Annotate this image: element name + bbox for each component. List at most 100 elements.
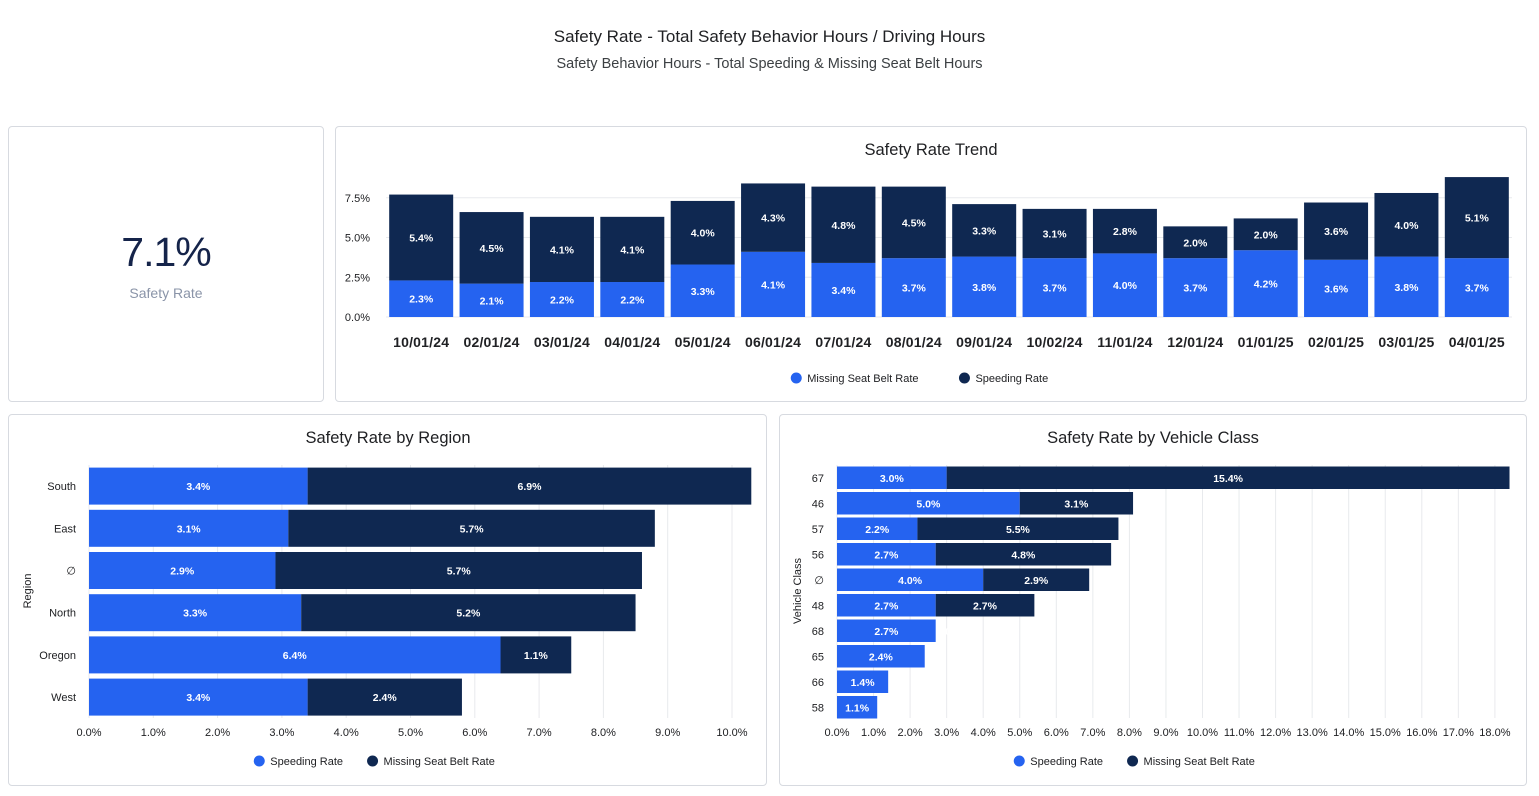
bar-speeding-rate[interactable] xyxy=(389,194,454,281)
y-tick-label: 57 xyxy=(812,524,824,536)
y-tick-label: 68 xyxy=(812,626,824,638)
safety-rate-by-vehicle-class-chart[interactable]: Safety Rate by Vehicle Class Vehicle Cla… xyxy=(780,415,1526,785)
legend-label[interactable]: Missing Seat Belt Rate xyxy=(807,373,918,385)
bar-speeding-rate[interactable] xyxy=(837,696,878,719)
bar-speeding-rate[interactable] xyxy=(837,517,918,541)
bar-speeding-rate[interactable] xyxy=(670,200,735,265)
safety-rate-by-vehicle-class-card[interactable]: Safety Rate by Vehicle Class Vehicle Cla… xyxy=(779,414,1527,786)
y-tick-label: 2.5% xyxy=(345,272,370,284)
data-label: 5.2% xyxy=(456,608,481,620)
bar-missing-seat-belt-rate[interactable] xyxy=(1444,258,1509,317)
bar-missing-seat-belt-rate[interactable] xyxy=(935,594,1035,617)
safety-rate-scorecard[interactable]: 7.1% Safety Rate xyxy=(8,126,324,402)
bar-speeding-rate[interactable] xyxy=(89,467,308,505)
bar-missing-seat-belt-rate[interactable] xyxy=(1019,492,1134,515)
x-tick-label: 02/01/24 xyxy=(464,334,520,350)
bar-missing-seat-belt-rate[interactable] xyxy=(1022,258,1087,317)
bar-missing-seat-belt-rate[interactable] xyxy=(389,280,454,317)
bar-speeding-rate[interactable] xyxy=(89,678,308,716)
bar-speeding-rate[interactable] xyxy=(1163,226,1228,259)
bar-missing-seat-belt-rate[interactable] xyxy=(741,251,806,317)
legend-label[interactable]: Missing Seat Belt Rate xyxy=(384,756,495,768)
bar-speeding-rate[interactable] xyxy=(837,619,936,643)
bar-missing-seat-belt-rate[interactable] xyxy=(1163,258,1228,317)
bar-speeding-rate[interactable] xyxy=(741,183,806,252)
x-tick-label: 12.0% xyxy=(1260,727,1291,739)
bar-missing-seat-belt-rate[interactable] xyxy=(952,256,1017,317)
bar-speeding-rate[interactable] xyxy=(837,492,1020,515)
bar-speeding-rate[interactable] xyxy=(837,645,925,668)
data-label: 4.1% xyxy=(620,244,645,256)
bar-missing-seat-belt-rate[interactable] xyxy=(1233,250,1298,317)
bar-speeding-rate[interactable] xyxy=(837,543,936,566)
bar-missing-seat-belt-rate[interactable] xyxy=(529,282,594,317)
bar-speeding-rate[interactable] xyxy=(1092,208,1157,254)
data-label: 2.7% xyxy=(874,549,899,561)
bar-missing-seat-belt-rate[interactable] xyxy=(600,282,665,317)
chart-legend[interactable]: Missing Seat Belt Rate Speeding Rate xyxy=(790,372,1048,386)
bar-missing-seat-belt-rate[interactable] xyxy=(983,568,1090,592)
x-tick-label: 1.0% xyxy=(141,727,166,739)
bar-missing-seat-belt-rate[interactable] xyxy=(1092,253,1157,317)
kpi-value: 7.1% xyxy=(121,229,211,275)
bar-speeding-rate[interactable] xyxy=(459,212,524,284)
bar-missing-seat-belt-rate[interactable] xyxy=(1304,259,1369,317)
bar-missing-seat-belt-rate[interactable] xyxy=(946,466,1510,490)
bar-speeding-rate[interactable] xyxy=(89,636,501,674)
bar-speeding-rate[interactable] xyxy=(881,186,946,259)
bar-speeding-rate[interactable] xyxy=(837,466,947,490)
bar-missing-seat-belt-rate[interactable] xyxy=(301,594,636,632)
data-label: 5.7% xyxy=(460,523,485,535)
chart-title: Safety Rate by Vehicle Class xyxy=(1047,429,1259,447)
bar-missing-seat-belt-rate[interactable] xyxy=(670,264,735,317)
legend-swatch xyxy=(367,755,379,767)
bar-missing-seat-belt-rate[interactable] xyxy=(500,636,572,674)
bar-missing-seat-belt-rate[interactable] xyxy=(935,543,1112,566)
bar-missing-seat-belt-rate[interactable] xyxy=(275,552,642,589)
bar-speeding-rate[interactable] xyxy=(1374,192,1439,257)
x-tick-label: 14.0% xyxy=(1333,727,1364,739)
bar-speeding-rate[interactable] xyxy=(837,594,936,617)
bar-missing-seat-belt-rate[interactable] xyxy=(307,678,462,716)
bar-speeding-rate[interactable] xyxy=(89,594,302,632)
bar-missing-seat-belt-rate[interactable] xyxy=(1374,256,1439,317)
safety-rate-by-region-chart[interactable]: Safety Rate by Region Region 0.0% 1.0% 2.0… xyxy=(9,415,766,785)
bar-speeding-rate[interactable] xyxy=(1444,177,1509,259)
x-tick-label: 7.0% xyxy=(1080,727,1105,739)
safety-rate-trend-card[interactable]: Safety Rate Trend 0.0% 2.5% 5.0% 7.5% 2.3% 5.… xyxy=(335,126,1527,402)
data-label: 5.5% xyxy=(1006,524,1031,536)
safety-rate-by-region-card[interactable]: Safety Rate by Region Region 0.0% 1.0% 2.0… xyxy=(8,414,767,786)
bar-speeding-rate[interactable] xyxy=(529,216,594,283)
x-tick-label: 04/01/24 xyxy=(604,334,660,350)
bar-speeding-rate[interactable] xyxy=(600,216,665,283)
bar-speeding-rate[interactable] xyxy=(837,670,889,694)
chart-legend[interactable]: Speeding Rate Missing Seat Belt Rate xyxy=(253,755,495,769)
bar-speeding-rate[interactable] xyxy=(89,552,276,589)
data-label: 4.0% xyxy=(898,575,923,587)
bar-missing-seat-belt-rate[interactable] xyxy=(917,517,1119,541)
legend-label[interactable]: Missing Seat Belt Rate xyxy=(1144,756,1255,768)
bar-speeding-rate[interactable] xyxy=(1022,208,1087,259)
legend-label[interactable]: Speeding Rate xyxy=(975,373,1048,385)
bar-speeding-rate[interactable] xyxy=(89,509,289,547)
legend-label[interactable]: Speeding Rate xyxy=(1030,756,1103,768)
chart-legend[interactable]: Speeding Rate Missing Seat Belt Rate xyxy=(1013,755,1255,769)
bar-speeding-rate[interactable] xyxy=(1233,218,1298,251)
x-tick-label: 04/01/25 xyxy=(1449,334,1505,350)
bar-missing-seat-belt-rate[interactable] xyxy=(811,262,876,317)
data-label: 2.7% xyxy=(874,626,899,638)
data-label: 4.0% xyxy=(691,228,716,240)
legend-label[interactable]: Speeding Rate xyxy=(270,756,343,768)
bar-missing-seat-belt-rate[interactable] xyxy=(881,258,946,317)
bar-missing-seat-belt-rate[interactable] xyxy=(459,283,524,317)
safety-rate-trend-chart[interactable]: Safety Rate Trend 0.0% 2.5% 5.0% 7.5% 2.3% 5.… xyxy=(336,127,1526,401)
data-label: 3.6% xyxy=(1324,283,1349,295)
bar-speeding-rate[interactable] xyxy=(1304,202,1369,260)
data-label: 4.5% xyxy=(480,243,505,255)
bar-speeding-rate[interactable] xyxy=(952,204,1017,257)
bar-missing-seat-belt-rate[interactable] xyxy=(288,509,655,547)
bar-speeding-rate[interactable] xyxy=(837,568,984,592)
x-tick-label: 8.0% xyxy=(591,727,616,739)
bar-missing-seat-belt-rate[interactable] xyxy=(307,467,752,505)
bar-speeding-rate[interactable] xyxy=(811,186,876,263)
